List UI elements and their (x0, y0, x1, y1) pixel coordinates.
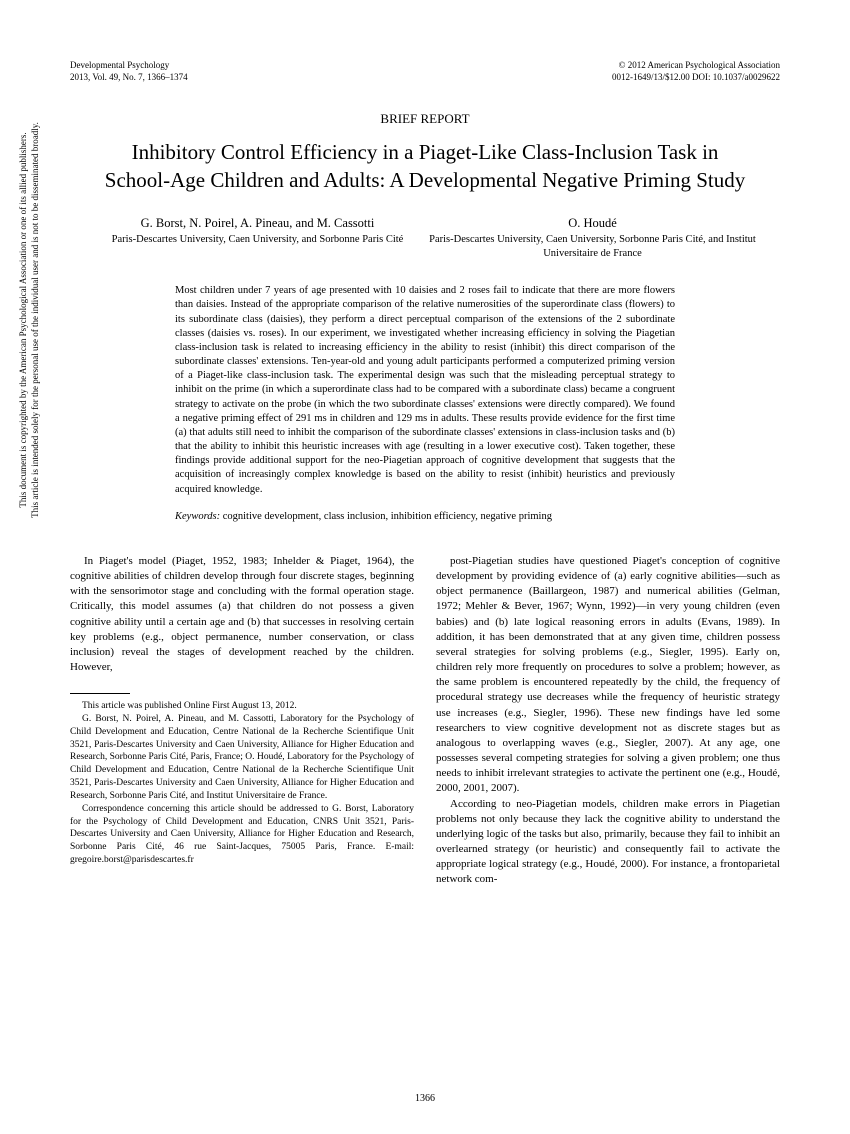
body-right-p1: post-Piagetian studies have questioned P… (436, 554, 780, 797)
author-affil-left: Paris-Descartes University, Caen Univers… (90, 233, 425, 247)
article-title: Inhibitory Control Efficiency in a Piage… (100, 139, 750, 194)
footnote-p3: Correspondence concerning this article s… (70, 803, 414, 867)
running-head-left: Developmental Psychology 2013, Vol. 49, … (70, 60, 188, 83)
left-column: In Piaget's model (Piaget, 1952, 1983; I… (70, 554, 414, 888)
side-line-1: This document is copyrighted by the Amer… (18, 80, 30, 560)
running-head: Developmental Psychology 2013, Vol. 49, … (70, 60, 780, 83)
volume-info: 2013, Vol. 49, No. 7, 1366–1374 (70, 72, 188, 84)
side-line-2: This article is intended solely for the … (30, 80, 42, 560)
copyright-sidebar: This document is copyrighted by the Amer… (18, 80, 41, 560)
footnote-rule (70, 693, 130, 694)
authors-block: G. Borst, N. Poirel, A. Pineau, and M. C… (90, 216, 760, 260)
section-label: BRIEF REPORT (70, 111, 780, 127)
body-columns: In Piaget's model (Piaget, 1952, 1983; I… (70, 554, 780, 888)
author-group-right: O. Houdé Paris-Descartes University, Cae… (425, 216, 760, 260)
author-names-right: O. Houdé (425, 216, 760, 231)
footnote-p2: G. Borst, N. Poirel, A. Pineau, and M. C… (70, 713, 414, 803)
copyright-line: © 2012 American Psychological Associatio… (612, 60, 780, 72)
doi-line: 0012-1649/13/$12.00 DOI: 10.1037/a002962… (612, 72, 780, 84)
author-affil-right: Paris-Descartes University, Caen Univers… (425, 233, 760, 260)
page-number: 1366 (415, 1093, 435, 1104)
body-right-p2: According to neo-Piagetian models, child… (436, 797, 780, 888)
keywords-block: Keywords: cognitive development, class i… (175, 511, 675, 522)
right-column: post-Piagetian studies have questioned P… (436, 554, 780, 888)
journal-name: Developmental Psychology (70, 60, 188, 72)
footnote-p1: This article was published Online First … (70, 700, 414, 713)
author-names-left: G. Borst, N. Poirel, A. Pineau, and M. C… (90, 216, 425, 231)
body-left-p1: In Piaget's model (Piaget, 1952, 1983; I… (70, 554, 414, 675)
keywords-label: Keywords: (175, 511, 220, 522)
keywords-list: cognitive development, class inclusion, … (220, 511, 552, 522)
author-group-left: G. Borst, N. Poirel, A. Pineau, and M. C… (90, 216, 425, 260)
running-head-right: © 2012 American Psychological Associatio… (612, 60, 780, 83)
abstract-text: Most children under 7 years of age prese… (175, 284, 675, 497)
